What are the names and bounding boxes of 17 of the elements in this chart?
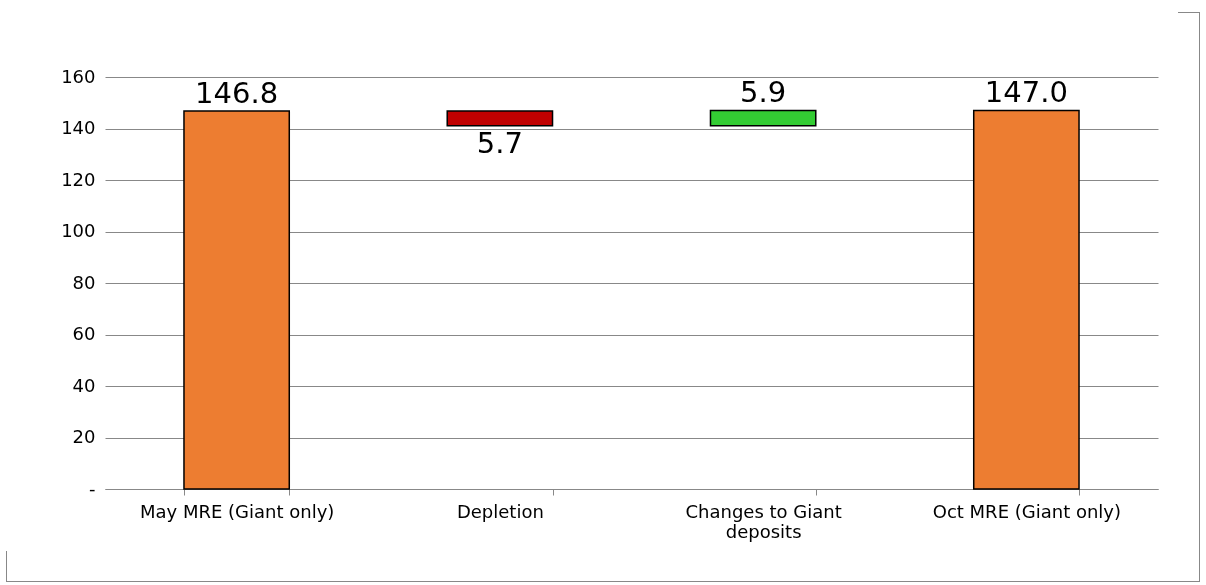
x-tick-label: Changes to Giant deposits — [685, 500, 842, 542]
x-tick-label: Oct MRE (Giant only) — [932, 500, 1122, 522]
y-tick-label: - — [89, 477, 96, 499]
y-tick-label: 140 — [61, 117, 96, 138]
y-tick-label: 120 — [61, 168, 96, 190]
data-label: 5.7 — [476, 125, 523, 160]
y-tick-label: 40 — [72, 374, 96, 396]
y-tick-label: 80 — [72, 271, 96, 293]
data-label: 146.8 — [195, 75, 279, 110]
y-tick-label: 20 — [72, 426, 96, 447]
data-label: 147.0 — [984, 75, 1068, 110]
y-tick-label: 100 — [61, 220, 96, 241]
x-tick-label: Depletion — [456, 500, 544, 522]
x-tick-label: May MRE (Giant only) — [139, 500, 335, 522]
y-tick-label: 60 — [72, 323, 96, 344]
data-label: 5.9 — [740, 75, 787, 110]
y-tick-label: 160 — [61, 65, 96, 87]
